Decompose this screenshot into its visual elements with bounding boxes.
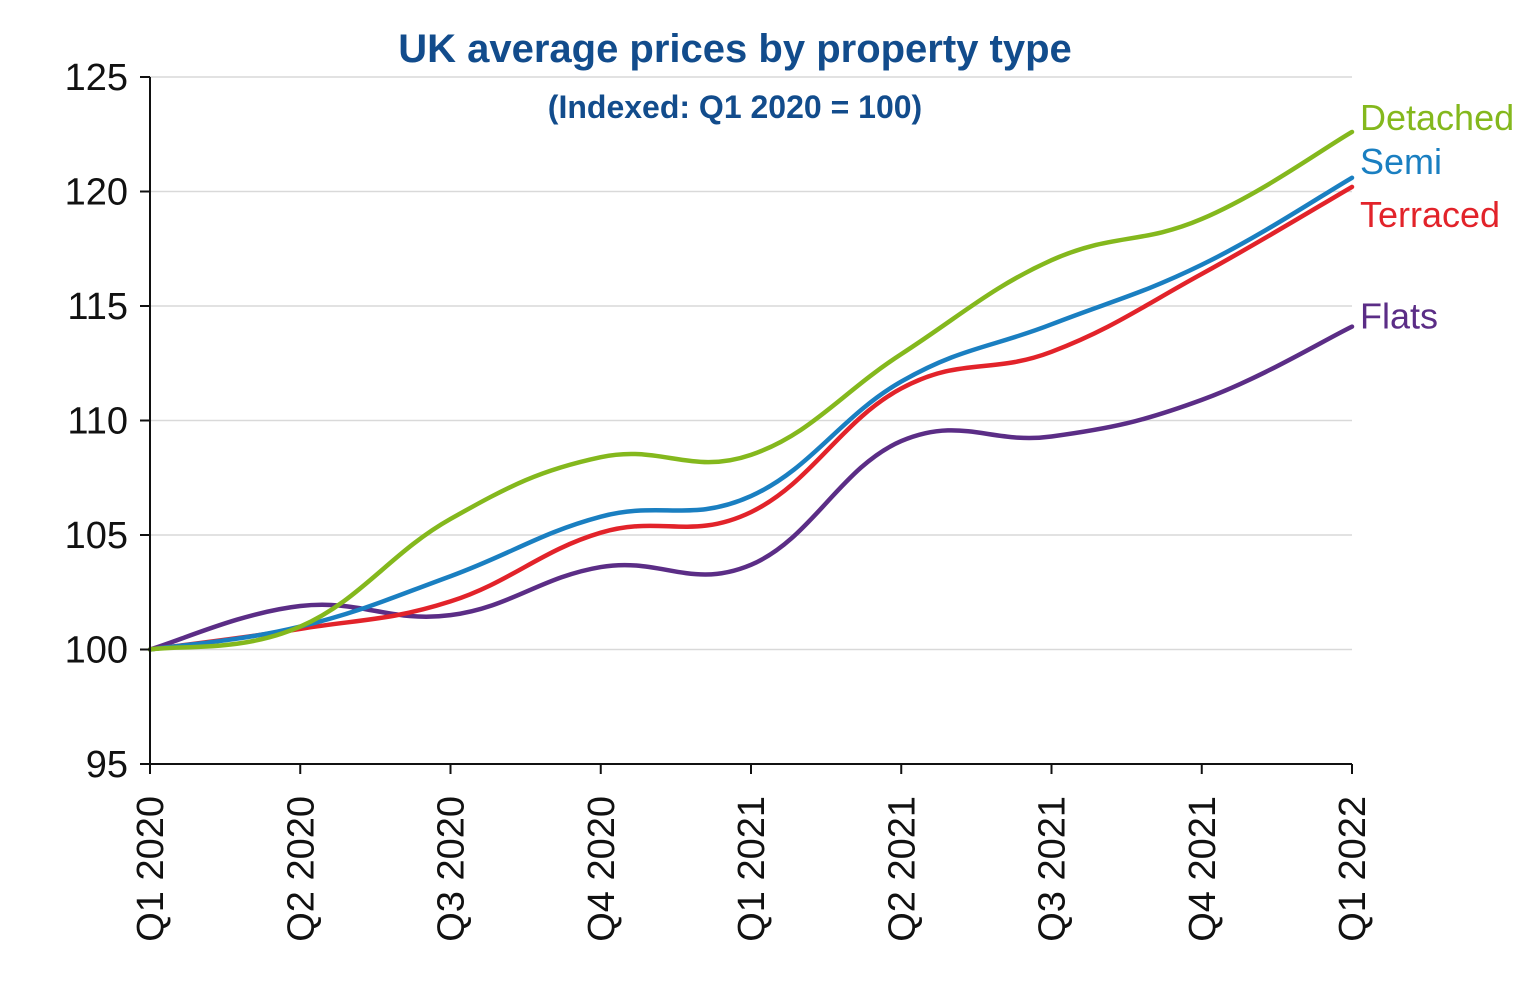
y-tick-label: 95 [86,744,128,786]
x-tick-label: Q1 2022 [1332,796,1374,942]
x-tick-label: Q4 2021 [1182,796,1224,942]
x-tick-label: Q2 2020 [280,796,322,942]
y-tick-labels: 95 100 105 110 115 120 125 [65,57,128,786]
x-tick-label: Q2 2021 [881,796,923,942]
y-tick-label: 125 [65,57,128,99]
series-label-detached: Detached [1360,97,1514,138]
x-tick-label: Q1 2020 [130,796,172,942]
chart-title: UK average prices by property type [398,27,1072,71]
series-line-semi [147,175,1355,652]
series-label-semi: Semi [1360,141,1442,182]
series-line-detached [147,129,1355,652]
series-lines [147,129,1355,652]
y-tick-label: 120 [65,172,128,214]
series-line-flats [147,324,1355,652]
y-tick-label: 105 [65,515,128,557]
series-label-terraced: Terraced [1360,194,1500,235]
series-line-terraced [147,184,1355,652]
x-tick-label: Q1 2021 [731,796,773,942]
y-tick-label: 115 [67,286,128,328]
x-tick-label: Q3 2020 [431,796,473,942]
axes [140,76,1353,774]
x-tick-label: Q3 2021 [1032,796,1074,942]
x-tick-labels: Q1 2020 Q2 2020 Q3 2020 Q4 2020 Q1 2021 Q2 20… [130,796,1374,942]
gridlines [150,76,1352,651]
series-label-flats: Flats [1360,296,1438,337]
y-tick-label: 100 [65,630,128,672]
x-tick-label: Q4 2020 [581,796,623,942]
y-tick-label: 110 [67,401,128,443]
chart-subtitle: (Indexed: Q1 2020 = 100) [548,89,922,125]
